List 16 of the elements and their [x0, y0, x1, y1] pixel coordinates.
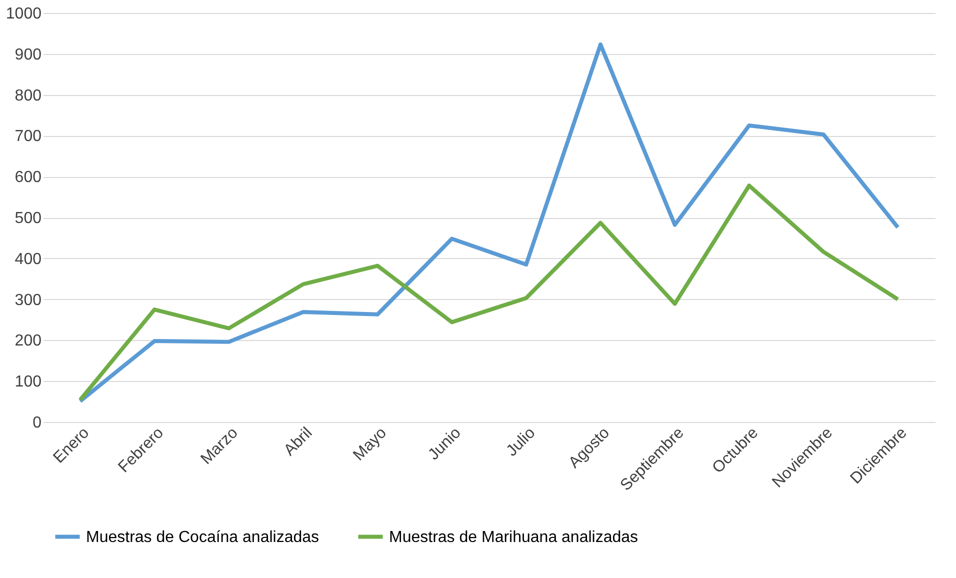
y-tick-label: 400: [14, 250, 42, 268]
y-tick-label: 800: [14, 87, 42, 104]
y-tick-label: 1000: [6, 6, 42, 22]
x-tick-label: Julio: [503, 424, 539, 460]
y-tick-label: 500: [14, 210, 42, 227]
y-tick-label: 0: [32, 414, 42, 432]
y-tick-label: 900: [14, 46, 42, 64]
legend-label: Muestras de Cocaína analizadas: [86, 528, 320, 546]
y-tick-label: 100: [14, 374, 42, 391]
y-tick-label: 200: [14, 332, 42, 350]
line-series: [78, 184, 900, 402]
line-series: [78, 42, 900, 404]
y-tick-label: 600: [14, 169, 42, 186]
legend-label: Muestras de Marihuana analizadas: [389, 528, 638, 546]
y-tick-label: 300: [14, 292, 42, 309]
y-tick-label: 700: [14, 128, 42, 146]
